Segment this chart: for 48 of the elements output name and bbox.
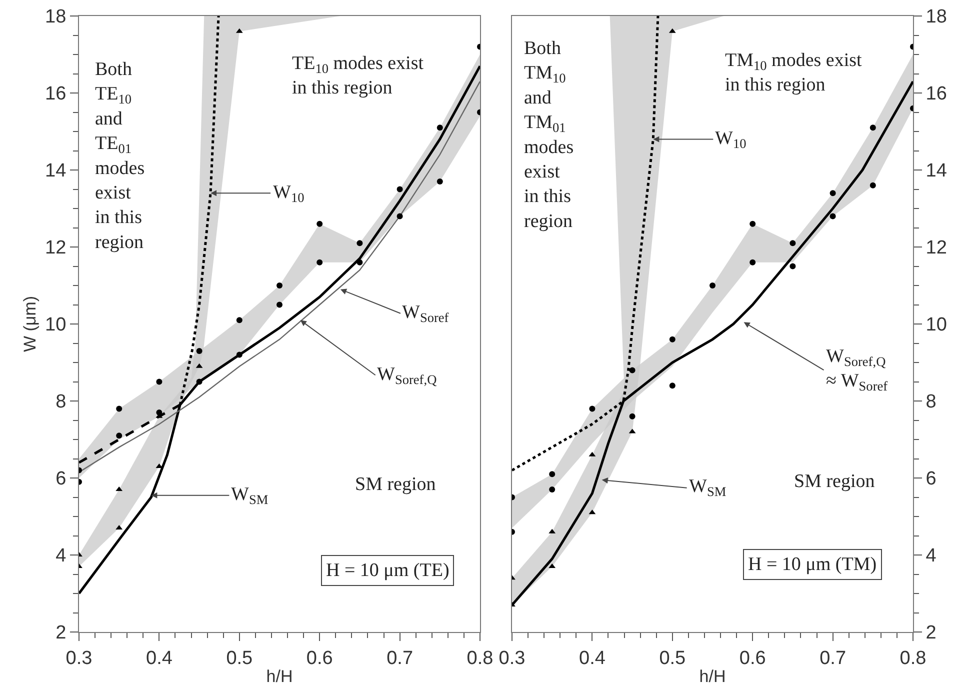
- x-tick-label: 0.3: [498, 648, 526, 669]
- y-axis-title: W (μm): [20, 296, 40, 352]
- text: Both TM$_{10}$ and TM$_{01}$ modes exist in this region: [524, 38, 574, 232]
- annotation: W$_{SM}$: [689, 476, 726, 499]
- x-tick-label: 0.4: [146, 648, 173, 669]
- annotation: SM region: [794, 471, 876, 492]
- y-tick-label: 2: [926, 622, 936, 644]
- y-tick-label: 16: [926, 84, 947, 105]
- annotation: H = 10 μm (TM): [748, 554, 877, 575]
- y-tick-label: 6: [926, 468, 936, 490]
- y-tick-label: 4: [56, 546, 67, 567]
- x-tick-label: 0.8: [900, 648, 926, 669]
- annotation: W$_{10}$: [273, 182, 305, 205]
- y-tick-label: 4: [926, 546, 937, 567]
- annotation: W$_{Soref,Q}$ ≈ W$_{Soref}$: [826, 346, 888, 394]
- y-tick-label: 18: [45, 6, 66, 28]
- annotation: W$_{SM}$: [231, 484, 268, 507]
- y-tick-label: 10: [45, 314, 66, 336]
- y-tick-label: 14: [926, 160, 948, 182]
- x-tick-label: 0.8: [466, 648, 494, 669]
- text: Both TE$_{10}$ and TE$_{01}$ modes exist in this region: [95, 59, 145, 253]
- y-tick-label: 12: [926, 238, 947, 259]
- annotation: W$_{10}$: [715, 128, 747, 151]
- x-tick-label: 0.6: [739, 648, 766, 669]
- y-tick-label: 8: [56, 392, 66, 413]
- y-tick-label: 6: [56, 468, 66, 490]
- x-tick-label: 0.7: [386, 648, 414, 669]
- x-tick-label: 0.7: [820, 648, 846, 669]
- y-tick-label: 8: [926, 392, 936, 413]
- annotation: TM$_{10}$ modes exist in this region: [725, 50, 863, 96]
- x-tick-label: 0.4: [578, 648, 606, 669]
- y-tick-label: 14: [45, 160, 67, 182]
- x-axis-title: h/H: [266, 667, 293, 686]
- annotation: H = 10 μm (TE): [326, 560, 450, 581]
- annotation: W$_{Soref,Q}$: [377, 364, 438, 387]
- x-tick-label: 0.5: [226, 648, 253, 669]
- x-tick-label: 0.3: [66, 648, 92, 669]
- x-tick-label: 0.6: [306, 648, 333, 669]
- x-axis-title: h/H: [699, 667, 726, 686]
- annotation: W$_{Soref}$: [402, 302, 450, 325]
- annotation: SM region: [355, 474, 436, 495]
- y-tick-label: 12: [45, 238, 66, 259]
- annotation: TE$_{10}$ modes exist in this region: [292, 53, 424, 99]
- y-tick-label: 2: [56, 622, 66, 644]
- y-tick-label: 18: [926, 6, 947, 28]
- x-tick-label: 0.5: [659, 648, 686, 669]
- y-tick-label: 16: [45, 84, 66, 105]
- y-tick-label: 10: [926, 314, 947, 336]
